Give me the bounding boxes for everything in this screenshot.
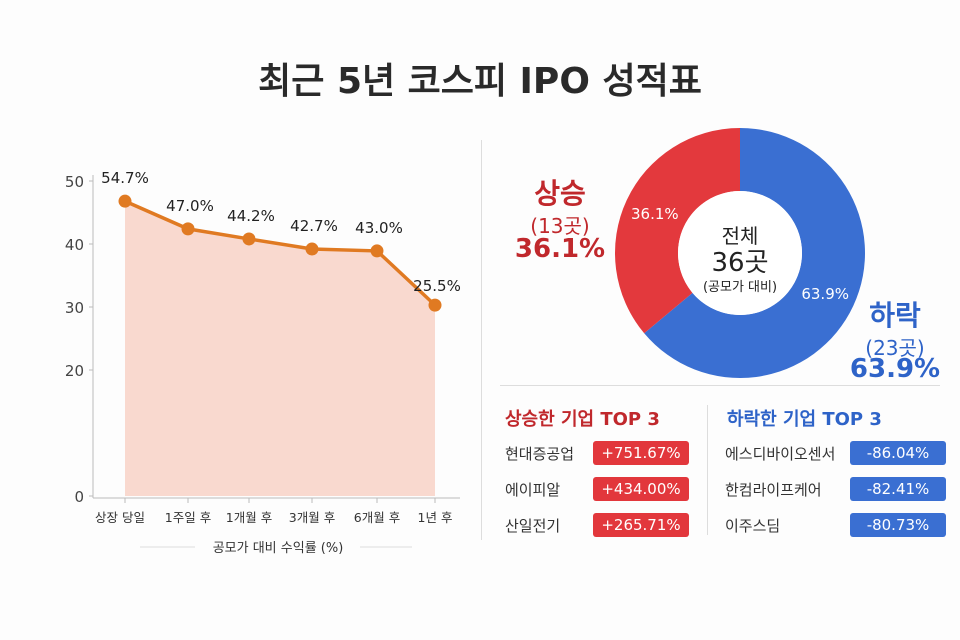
down-label: 하락 [869,299,921,332]
divider [500,385,940,386]
slice-up [615,128,740,334]
slice-label: 36.1% [631,205,679,223]
data-label: 25.5% [413,277,461,295]
data-label: 44.2% [227,207,275,225]
page-title: 최근 5년 코스피 IPO 성적표 [258,61,702,102]
data-label: 54.7% [101,169,149,187]
x-axis-label: 공모가 대비 수익률 (%) [213,541,344,556]
data-point [428,298,442,312]
return-badge: +751.67% [593,441,689,465]
data-label: 42.7% [290,217,338,235]
center-line1: 전체 [722,224,759,248]
return-badge: -82.41% [850,477,946,501]
up-count: (13곳) [530,214,590,238]
company-name: 이주스딤 [725,517,781,535]
x-tick-label: 1년 후 [418,510,453,525]
slice-label: 63.9% [801,285,849,303]
center-line2: 36곳 [711,248,768,278]
donut-hole [678,191,802,315]
company-name: 현대증공업 [505,445,575,463]
y-tick-label: 50 [65,173,84,191]
series-line [124,199,437,307]
return-badge: +265.71% [593,513,689,537]
divider [481,140,482,540]
down-pct: 63.9% [849,354,941,384]
y-tick-label: 0 [74,488,84,506]
data-label: 43.0% [355,219,403,237]
divider [707,405,708,535]
top-down-title: 하락한 기업 TOP 3 [727,409,882,430]
return-badge: -86.04% [850,441,946,465]
data-label: 47.0% [166,197,214,215]
data-point [118,194,132,208]
top-up-title: 상승한 기업 TOP 3 [505,409,660,430]
x-tick-label: 3개월 후 [289,510,335,525]
return-badge: -80.73% [850,513,946,537]
company-name: 에이피알 [505,481,561,499]
up-label: 상승 [534,177,586,210]
data-point [305,242,319,256]
data-point [181,222,195,236]
slice-down [644,128,865,378]
up-pct: 36.1% [514,234,606,264]
company-name: 에스디바이오센서 [725,445,836,463]
x-tick-label: 상장 당일 [95,510,145,525]
area-fill [125,201,435,496]
y-tick-label: 40 [65,236,84,254]
down-count: (23곳) [865,336,925,360]
center-line3: (공모가 대비) [703,280,777,295]
line-chart: 0 20 30 40 50 54.7% 상장 당일 47.0% 1주일 후 44.2% 1개월 후 4… [65,169,461,556]
x-tick-label: 1주일 후 [165,510,211,525]
y-tick-label: 20 [65,362,84,380]
x-tick-label: 1개월 후 [226,510,272,525]
company-name: 산일전기 [505,517,561,535]
company-name: 한컴라이프케어 [725,481,822,499]
data-point [242,232,256,246]
x-tick-label: 6개월 후 [354,510,400,525]
return-badge: +434.00% [593,477,689,501]
y-tick-label: 30 [65,299,84,317]
data-point [370,244,384,258]
